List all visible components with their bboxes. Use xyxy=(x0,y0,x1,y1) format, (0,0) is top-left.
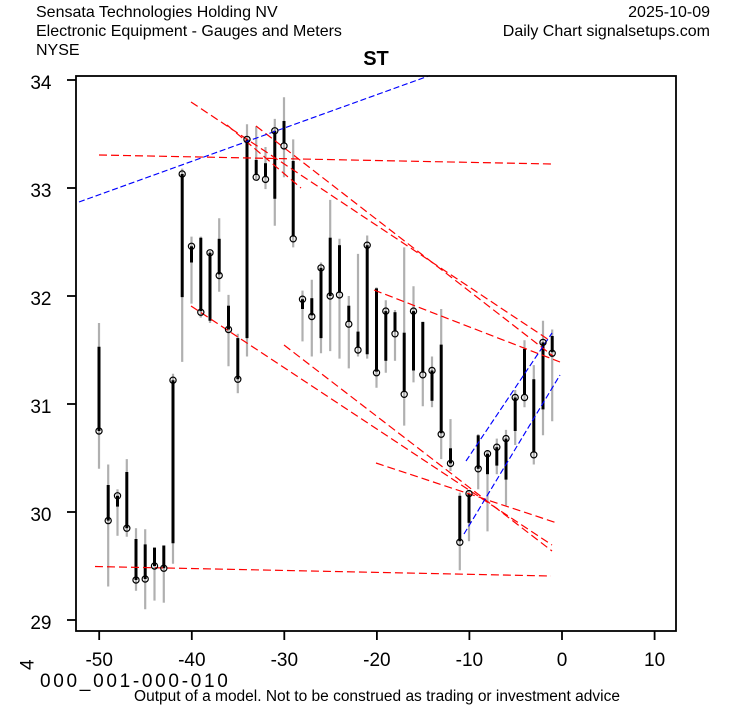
svg-text:30: 30 xyxy=(30,505,51,526)
svg-text:34: 34 xyxy=(30,73,52,94)
svg-text:33: 33 xyxy=(30,181,51,202)
svg-text:-40: -40 xyxy=(178,650,205,671)
svg-text:10: 10 xyxy=(644,650,665,671)
svg-text:2025-10-09: 2025-10-09 xyxy=(628,4,710,21)
svg-text:4: 4 xyxy=(18,659,39,670)
svg-text:ST: ST xyxy=(363,48,389,70)
svg-text:Daily Chart signalsetups.com: Daily Chart signalsetups.com xyxy=(503,23,710,40)
svg-text:Electronic Equipment - Gauges: Electronic Equipment - Gauges and Meters xyxy=(36,23,342,40)
svg-text:0: 0 xyxy=(557,650,568,671)
svg-text:Output of a model. Not to be c: Output of a model. Not to be construed a… xyxy=(134,688,620,705)
svg-text:-20: -20 xyxy=(363,650,390,671)
svg-text:32: 32 xyxy=(30,289,51,310)
svg-text:-50: -50 xyxy=(85,650,112,671)
svg-text:-10: -10 xyxy=(456,650,483,671)
svg-text:29: 29 xyxy=(30,613,51,634)
svg-text:31: 31 xyxy=(30,397,51,418)
svg-text:NYSE: NYSE xyxy=(36,42,80,59)
svg-text:Sensata Technologies Holding N: Sensata Technologies Holding NV xyxy=(36,4,278,21)
svg-text:000_001-000-010: 000_001-000-010 xyxy=(40,671,231,692)
svg-text:-30: -30 xyxy=(271,650,298,671)
